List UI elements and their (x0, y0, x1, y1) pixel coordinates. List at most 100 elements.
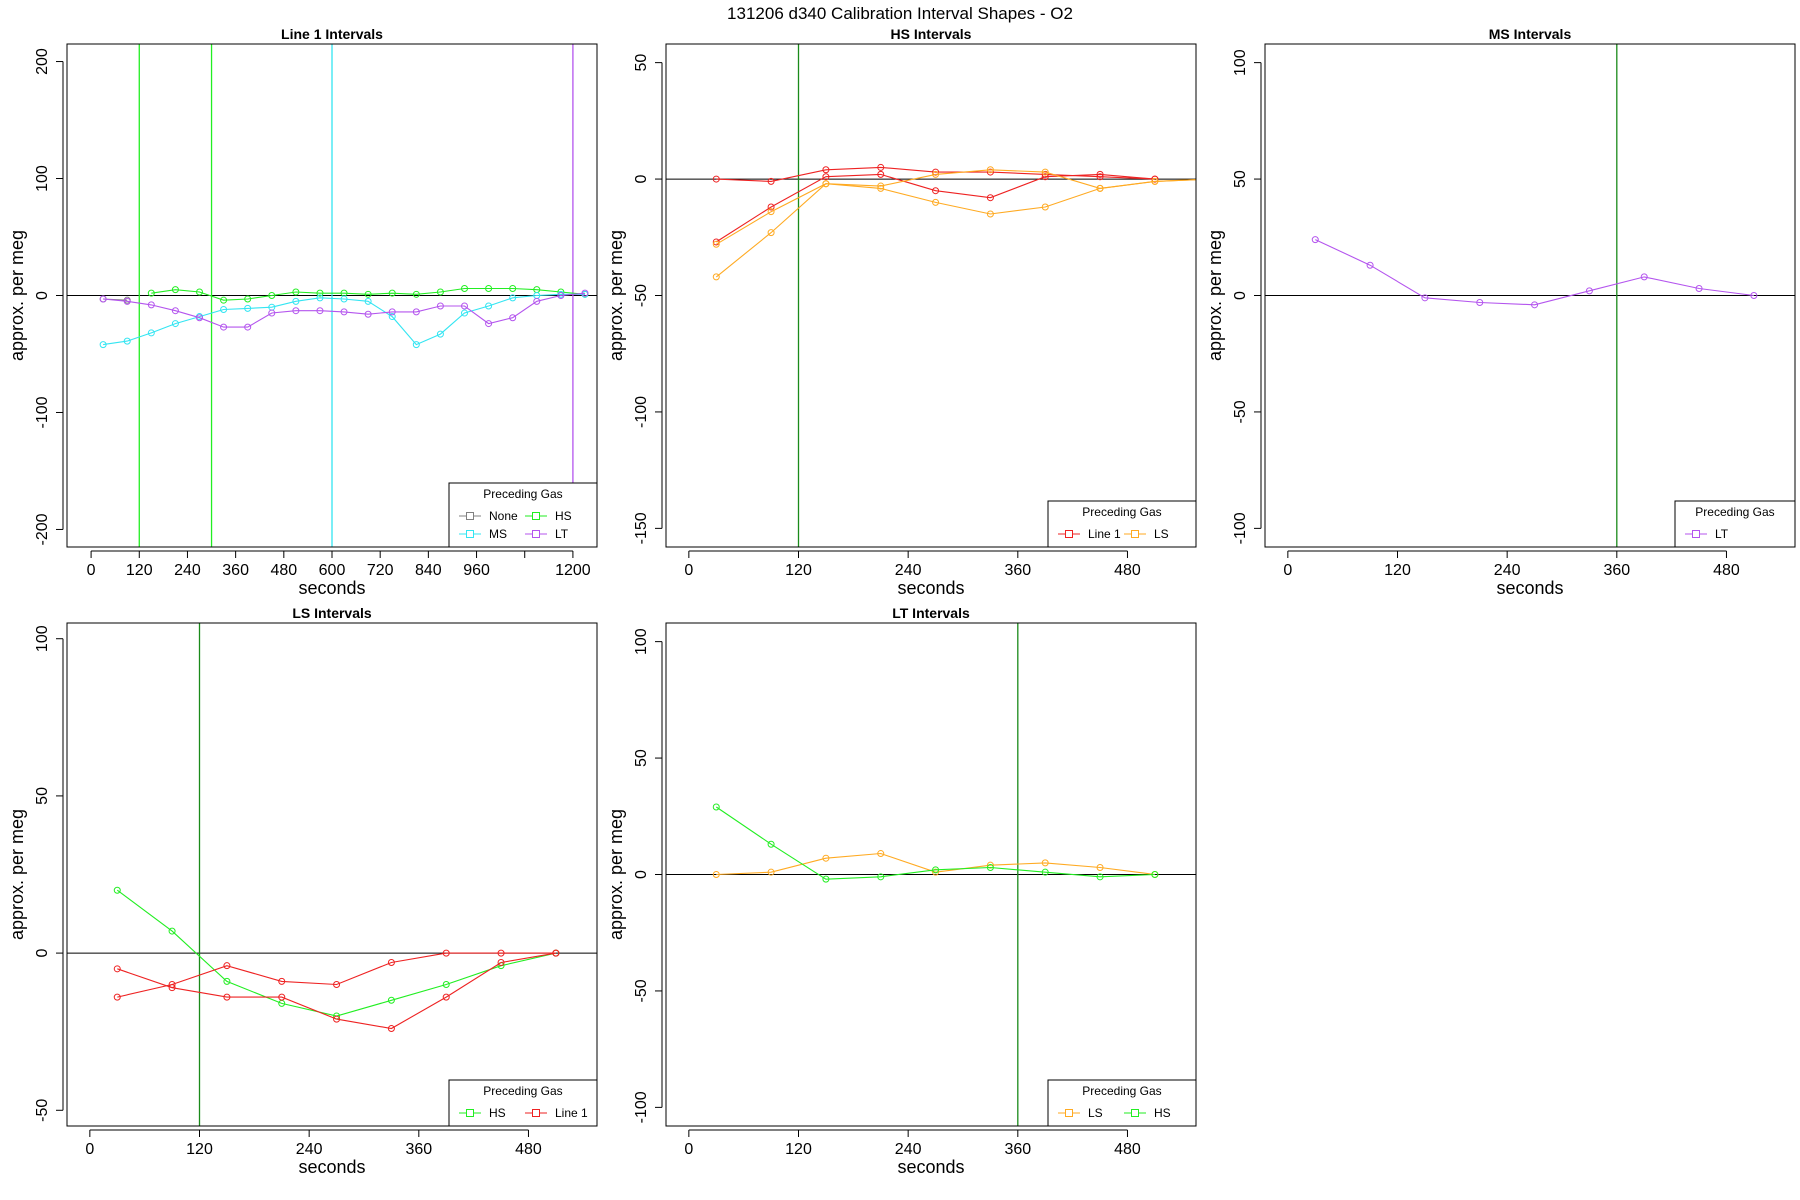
data-point (877, 873, 885, 881)
legend-title: Preceding Gas (483, 1084, 562, 1098)
y-tick-label: 100 (633, 628, 650, 655)
data-point (316, 307, 324, 315)
x-tick-label: 0 (684, 1141, 693, 1158)
data-point (278, 993, 286, 1001)
legend-entry: HS (1154, 1106, 1171, 1120)
y-tick-label: 100 (34, 165, 51, 192)
data-point (932, 868, 940, 876)
legend-title: Preceding Gas (1695, 505, 1774, 519)
data-point (712, 273, 720, 281)
data-point (364, 290, 372, 298)
data-point (712, 871, 720, 878)
y-axis-label: approx. per meg (1205, 230, 1225, 361)
data-point (485, 302, 493, 310)
data-point (712, 803, 720, 811)
series-line-hs (715, 806, 1155, 880)
legend-title: Preceding Gas (1082, 505, 1161, 519)
x-tick-label: 480 (270, 562, 297, 579)
data-point (388, 308, 396, 316)
series-line-line-1 (716, 166, 1155, 182)
data-point (986, 864, 994, 872)
data-point (1207, 176, 1213, 182)
legend-entry: LS (1154, 527, 1169, 541)
legend-box (1674, 500, 1796, 548)
data-point (877, 163, 885, 171)
y-tick-label: -100 (633, 396, 650, 428)
y-tick-label: -200 (34, 513, 51, 545)
data-point (1041, 168, 1049, 176)
y-tick-label: -100 (1232, 512, 1249, 544)
y-tick-label: 0 (1232, 291, 1249, 300)
data-point (581, 289, 589, 297)
data-point (767, 177, 775, 185)
x-tick-label: 120 (186, 1141, 213, 1158)
x-tick-label: 0 (1283, 562, 1292, 579)
legend: Preceding Gas None HS MS LT (448, 482, 598, 548)
y-tick-label: 0 (633, 175, 650, 184)
data-point (485, 284, 493, 292)
data-point (388, 289, 396, 297)
data-point (986, 194, 994, 202)
legend-entry: HS (555, 509, 572, 523)
x-axis-label: seconds (298, 578, 365, 598)
data-point (932, 168, 940, 176)
x-tick-label: 360 (405, 1141, 432, 1158)
y-tick-label: 50 (633, 54, 650, 72)
data-point (442, 993, 450, 1001)
y-tick-label: -50 (1232, 400, 1249, 423)
data-point (244, 323, 252, 331)
data-point (168, 927, 176, 935)
legend-title: Preceding Gas (483, 487, 562, 501)
data-point (340, 295, 348, 303)
data-point (1207, 176, 1213, 182)
legend-swatch-marker (466, 1109, 474, 1117)
x-tick-label: 480 (1114, 1141, 1141, 1158)
data-point (497, 949, 505, 957)
x-tick-label: 480 (1713, 562, 1740, 579)
data-point (364, 297, 372, 305)
data-point (99, 341, 107, 349)
data-point (1041, 203, 1049, 211)
plot-area (67, 44, 597, 547)
data-point (220, 323, 228, 331)
legend: Preceding Gas HS Line 1 (448, 1079, 598, 1127)
data-point (557, 292, 565, 299)
data-point (1640, 273, 1648, 281)
data-point (442, 981, 450, 989)
data-point (388, 313, 396, 321)
y-axis-label: approx. per meg (606, 230, 626, 361)
series-line-ls (715, 179, 1196, 278)
legend-entry: Line 1 (555, 1106, 588, 1120)
data-point (1096, 184, 1104, 192)
series-line-line-1 (117, 952, 556, 998)
data-point (123, 297, 131, 305)
legend-title: Preceding Gas (1082, 1084, 1161, 1098)
y-tick-label: 0 (633, 870, 650, 879)
x-tick-label: 1200 (555, 562, 591, 579)
legend-swatch-marker (532, 530, 540, 538)
data-point (986, 210, 994, 218)
data-point (292, 288, 300, 296)
data-point (712, 240, 720, 248)
plot-frame (66, 622, 598, 1127)
data-point (316, 289, 324, 297)
series-line-line-1 (117, 952, 556, 1030)
x-tick-label: 600 (319, 562, 346, 579)
data-point (485, 320, 493, 328)
x-tick-label: 480 (515, 1141, 542, 1158)
data-point (822, 173, 830, 181)
data-point (333, 981, 341, 989)
legend-swatch-marker (1692, 530, 1700, 538)
data-point (1366, 261, 1374, 269)
data-point (113, 965, 121, 973)
data-point (877, 170, 885, 178)
data-point (986, 861, 994, 869)
y-tick-label: 100 (1232, 49, 1249, 76)
legend-swatch-marker (1131, 1109, 1139, 1117)
y-tick-label: -150 (633, 512, 650, 544)
chart-panel-4: LS Intervals 0 120 240 360 480 seconds -50 0 50 10… (7, 605, 598, 1177)
plot-frame (665, 43, 1197, 548)
data-point (461, 284, 468, 292)
data-point (932, 170, 940, 178)
data-point (278, 977, 286, 985)
